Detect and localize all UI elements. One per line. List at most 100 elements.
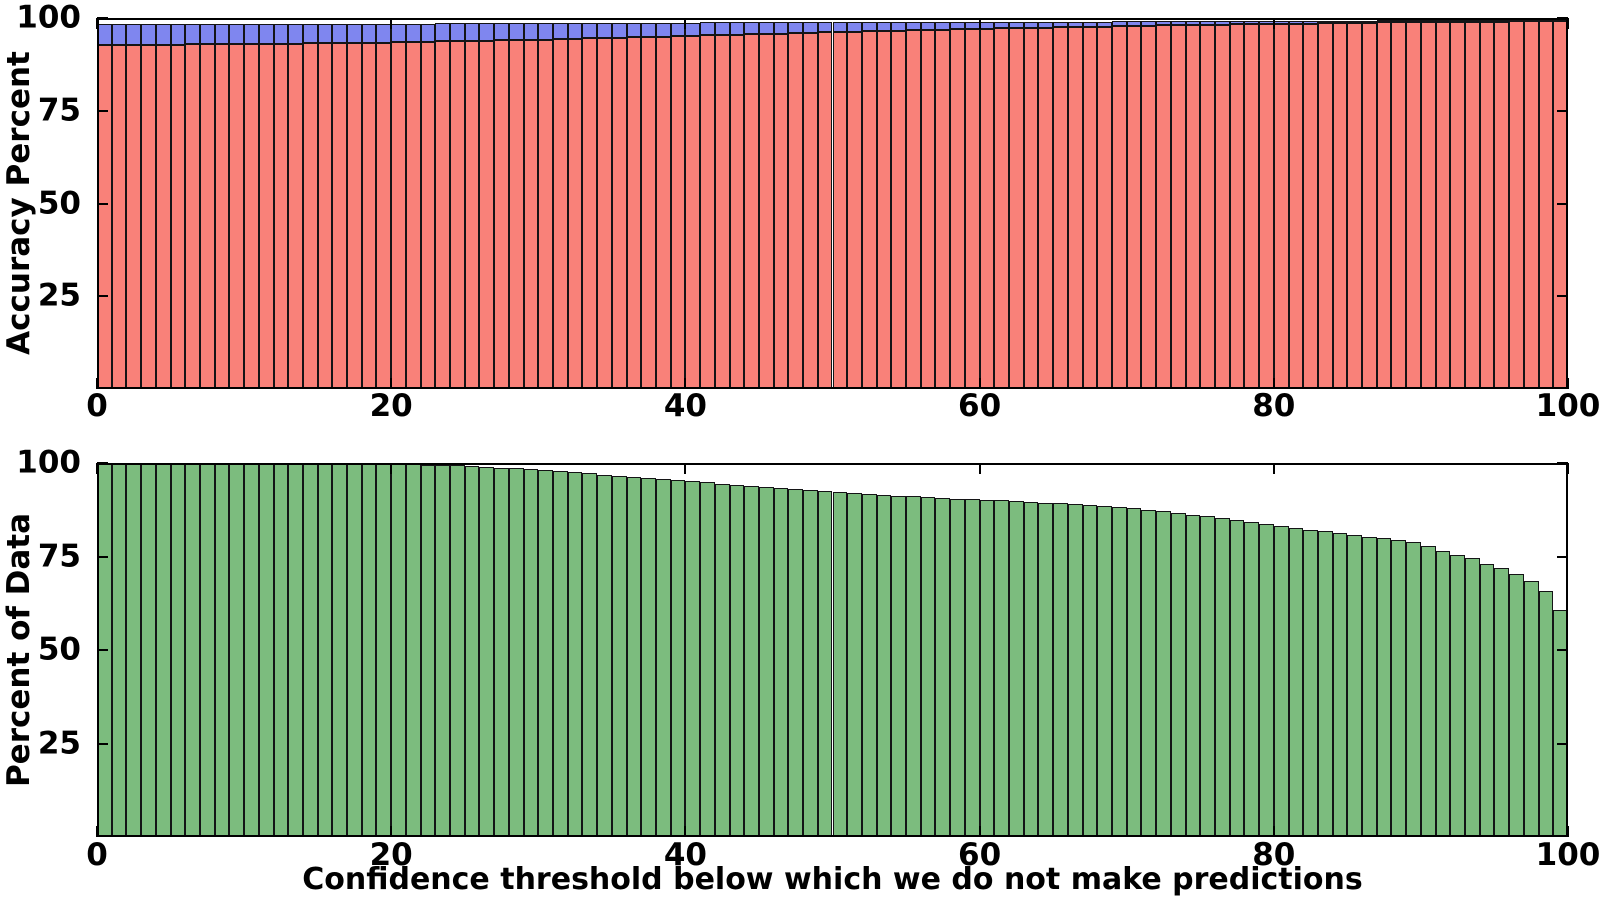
bar-percent-of-data [244, 463, 259, 837]
bar-accuracy-blue [479, 23, 495, 41]
bar-accuracy-red [729, 34, 745, 389]
bar-percent-of-data [1009, 501, 1024, 837]
bar-accuracy-blue [1097, 21, 1112, 27]
bar-accuracy-red [567, 38, 583, 389]
bar-accuracy-blue [803, 22, 818, 33]
bar-percent-of-data [508, 468, 524, 837]
bar-accuracy-red [1303, 23, 1318, 389]
x-tick-label: 60 [958, 837, 1002, 873]
bar-accuracy-red [420, 41, 436, 389]
bar-percent-of-data [641, 477, 656, 837]
bar-accuracy-red [626, 37, 642, 389]
x-tick-mark [1272, 463, 1275, 474]
x-tick-label: 100 [1535, 388, 1600, 424]
x-tick-mark [978, 826, 981, 837]
y-tick-mark [97, 202, 108, 205]
bar-accuracy-blue [302, 23, 318, 44]
percent-data-ytick-labels: 25 50 75 100 [0, 447, 89, 837]
bar-percent-of-data [126, 463, 142, 837]
bar-percent-of-data [861, 493, 877, 837]
bar-percent-of-data [1259, 523, 1274, 837]
bar-percent-of-data [1347, 535, 1363, 837]
bar-percent-of-data [170, 463, 186, 837]
bar-percent-of-data [317, 463, 333, 837]
bar-accuracy-blue [317, 23, 333, 44]
bar-percent-of-data [597, 474, 612, 837]
y-tick-mark [97, 742, 108, 745]
bar-accuracy-blue [891, 22, 907, 31]
bar-percent-of-data [714, 483, 730, 837]
y-tick-label: 100 [16, 0, 81, 36]
accuracy-ytick-labels: 25 50 75 100 [0, 2, 89, 389]
bar-percent-of-data [1141, 509, 1157, 837]
bar-percent-of-data [876, 494, 892, 837]
bar-accuracy-blue [141, 24, 156, 45]
bar-accuracy-red [714, 35, 730, 389]
bar-percent-of-data [1362, 536, 1377, 837]
bar-percent-of-data [803, 489, 818, 837]
bar-percent-of-data [920, 497, 936, 837]
bar-percent-of-data [1332, 533, 1348, 837]
percent-data-y-axis-label: Percent of Data [1, 512, 37, 788]
bar-accuracy-red [111, 44, 127, 389]
x-tick-mark [390, 463, 393, 474]
bar-accuracy-blue [582, 22, 598, 39]
bar-percent-of-data [391, 463, 406, 837]
percent-data-xtick-labels: 0 20 40 60 80 100 [86, 837, 1600, 876]
bar-accuracy-blue [1553, 19, 1568, 22]
bar-percent-of-data [964, 499, 980, 837]
bar-percent-of-data [758, 486, 774, 837]
bar-accuracy-red [1509, 21, 1524, 389]
bar-accuracy-blue [773, 22, 789, 34]
bar-accuracy-red [906, 30, 921, 389]
x-tick-mark [390, 18, 393, 29]
accuracy-xtick-labels: 0 20 40 60 80 100 [86, 391, 1600, 427]
bar-accuracy-red [685, 35, 701, 389]
x-tick-mark [1567, 378, 1569, 389]
bar-percent-of-data [1317, 531, 1333, 837]
bar-accuracy-red [1023, 27, 1039, 389]
bar-percent-of-data [376, 463, 392, 837]
bar-accuracy-blue [1420, 20, 1436, 23]
bar-accuracy-blue [1229, 21, 1245, 25]
bar-accuracy-red [214, 44, 230, 389]
bar-percent-of-data [950, 498, 965, 837]
bar-accuracy-blue [553, 23, 568, 40]
y-tick-label: 75 [37, 538, 81, 574]
bar-percent-of-data [1038, 502, 1054, 837]
bar-percent-of-data [788, 489, 804, 837]
bar-accuracy-blue [126, 24, 142, 45]
y-tick-mark [97, 295, 108, 298]
x-tick-mark [978, 378, 981, 389]
bar-accuracy-red [273, 43, 289, 389]
bar-accuracy-blue [1523, 19, 1539, 22]
bar-percent-of-data [1420, 546, 1436, 837]
bar-percent-of-data [1523, 580, 1539, 837]
bar-accuracy-red [670, 36, 686, 389]
bar-accuracy-red [1523, 21, 1539, 389]
bar-percent-of-data [288, 463, 303, 837]
bar-accuracy-blue [641, 22, 656, 37]
bar-accuracy-blue [1538, 19, 1554, 22]
bar-accuracy-blue [435, 23, 451, 42]
bar-accuracy-blue [229, 23, 245, 44]
bar-percent-of-data [1126, 508, 1142, 837]
bar-accuracy-red [1273, 23, 1289, 389]
bar-accuracy-red [935, 29, 951, 389]
bar-accuracy-red [1420, 22, 1436, 389]
bar-percent-of-data [258, 463, 274, 837]
bar-percent-of-data [1553, 609, 1568, 837]
bar-accuracy-blue [1185, 21, 1201, 26]
y-tick-label: 75 [37, 92, 81, 129]
bar-accuracy-blue [1170, 21, 1186, 26]
bar-percent-of-data [1111, 507, 1127, 837]
bar-accuracy-red [1111, 26, 1127, 389]
bar-accuracy-red [832, 32, 848, 389]
bar-accuracy-red [405, 42, 421, 389]
bar-accuracy-blue [1303, 20, 1318, 24]
bar-accuracy-blue [1067, 21, 1083, 27]
bar-percent-of-data [1288, 527, 1304, 837]
bar-percent-of-data [935, 497, 951, 837]
bar-accuracy-blue [199, 23, 215, 45]
